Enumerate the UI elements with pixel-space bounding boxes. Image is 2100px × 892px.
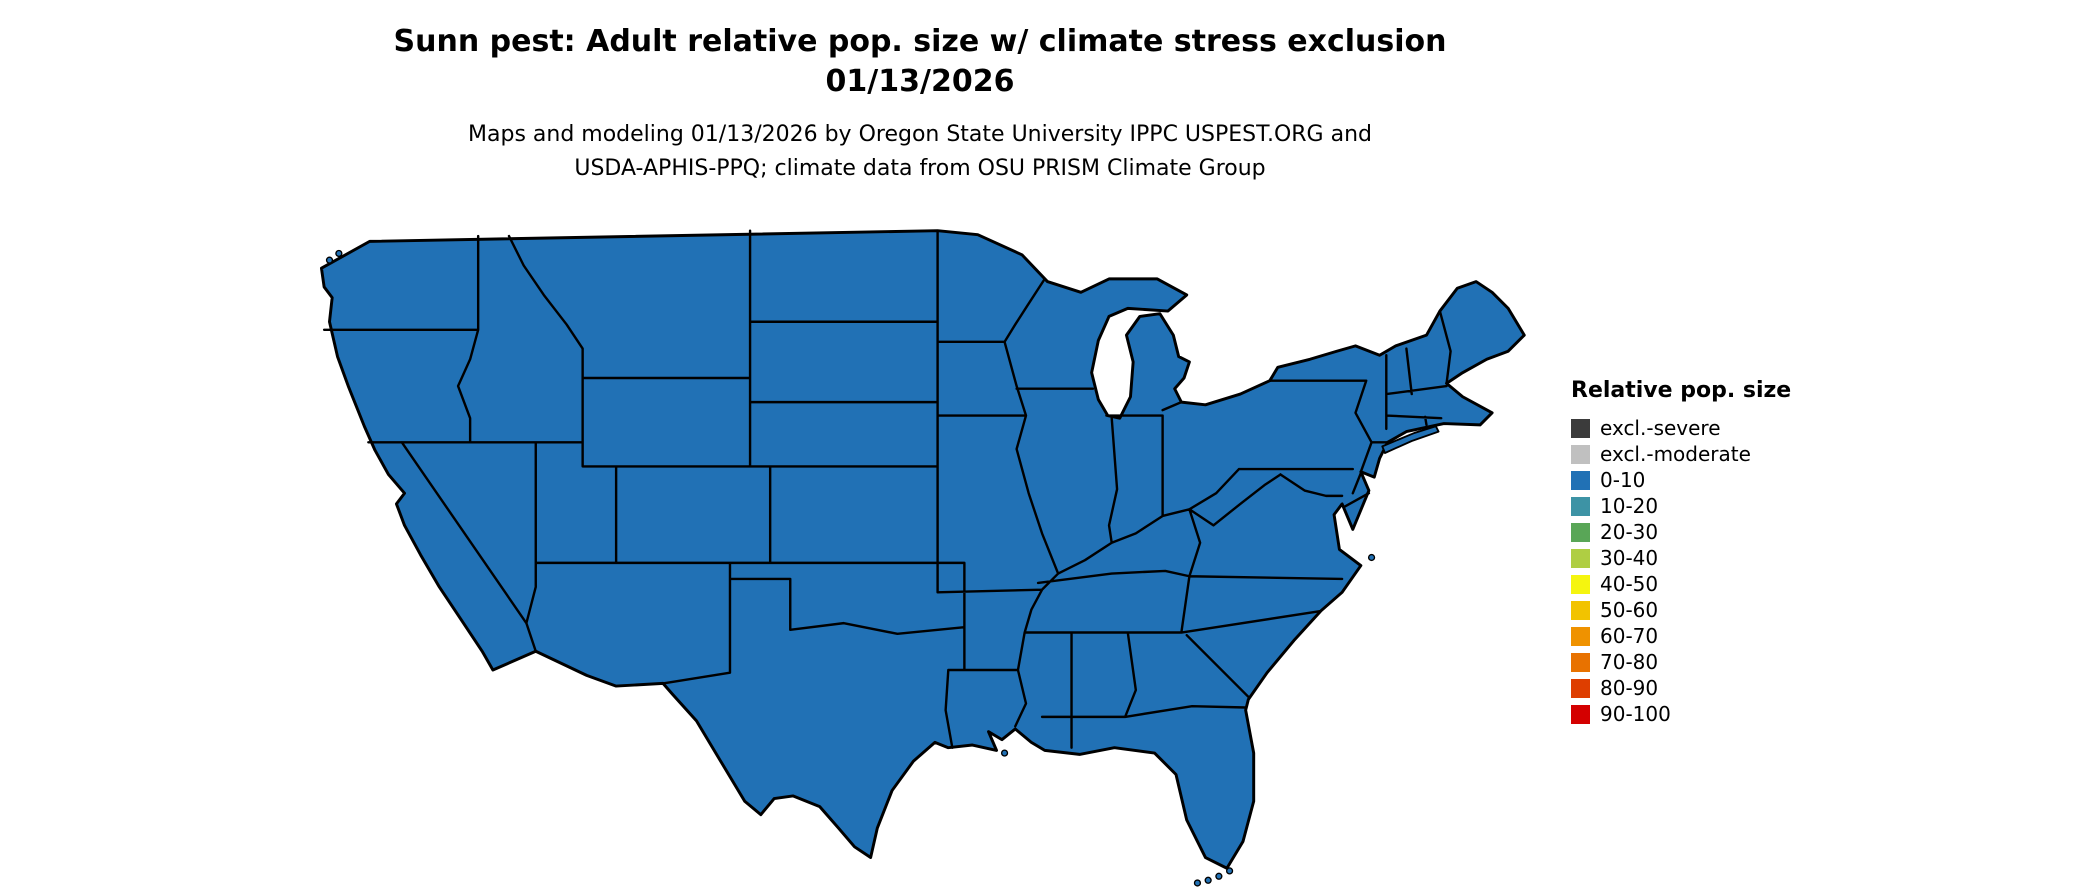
- subtitle: Maps and modeling 01/13/2026 by Oregon S…: [0, 118, 1840, 186]
- legend-label: 80-90: [1600, 676, 1659, 700]
- us-map-svg: [319, 229, 1526, 887]
- legend-swatch: [1571, 418, 1590, 438]
- legend-row: 70-80: [1571, 649, 1891, 675]
- legend-swatch: [1571, 522, 1590, 542]
- legend-row: 60-70: [1571, 623, 1891, 649]
- legend-swatch: [1571, 626, 1590, 646]
- legend-swatch: [1571, 652, 1590, 672]
- legend-label: 40-50: [1600, 572, 1659, 596]
- legend-swatch: [1571, 496, 1590, 516]
- legend-row: 80-90: [1571, 675, 1891, 701]
- legend-label: 50-60: [1600, 598, 1659, 622]
- page-title: Sunn pest: Adult relative pop. size w/ c…: [0, 22, 1840, 102]
- legend-row: excl.-moderate: [1571, 441, 1891, 467]
- legend-label: excl.-moderate: [1600, 442, 1751, 466]
- legend-swatch: [1571, 444, 1590, 464]
- legend-swatch: [1571, 678, 1590, 698]
- legend-row: 50-60: [1571, 597, 1891, 623]
- state-borders: [322, 229, 1452, 749]
- legend-label: 70-80: [1600, 650, 1659, 674]
- legend-label: 0-10: [1600, 468, 1646, 492]
- legend-row: 10-20: [1571, 493, 1891, 519]
- legend-row: 30-40: [1571, 545, 1891, 571]
- legend: Relative pop. size excl.-severe excl.-mod…: [1571, 378, 1891, 727]
- legend-entries: excl.-severe excl.-moderate 0-10 10-20 20-30…: [1571, 415, 1891, 727]
- title-line-1: Sunn pest: Adult relative pop. size w/ c…: [393, 24, 1447, 59]
- legend-swatch: [1571, 704, 1590, 724]
- legend-label: excl.-severe: [1600, 416, 1721, 440]
- us-outline: [319, 229, 1526, 870]
- legend-row: 40-50: [1571, 571, 1891, 597]
- coastal-islands: [325, 249, 1376, 887]
- title-date: 01/13/2026: [825, 64, 1015, 99]
- legend-label: 10-20: [1600, 494, 1659, 518]
- subtitle-line-2: USDA-APHIS-PPQ; climate data from OSU PR…: [574, 156, 1266, 181]
- legend-label: 30-40: [1600, 546, 1659, 570]
- legend-row: excl.-severe: [1571, 415, 1891, 441]
- legend-row: 20-30: [1571, 519, 1891, 545]
- legend-swatch: [1571, 574, 1590, 594]
- us-map-fill-group: [319, 229, 1526, 887]
- subtitle-line-1: Maps and modeling 01/13/2026 by Oregon S…: [468, 122, 1372, 147]
- legend-label: 90-100: [1600, 702, 1671, 726]
- legend-label: 20-30: [1600, 520, 1659, 544]
- legend-swatch: [1571, 470, 1590, 490]
- legend-title: Relative pop. size: [1571, 378, 1792, 403]
- legend-swatch: [1571, 548, 1590, 568]
- long-island: [1381, 425, 1440, 454]
- legend-swatch: [1571, 600, 1590, 620]
- legend-label: 60-70: [1600, 624, 1659, 648]
- legend-row: 0-10: [1571, 467, 1891, 493]
- us-map: [308, 228, 1527, 887]
- legend-row: 90-100: [1571, 701, 1891, 727]
